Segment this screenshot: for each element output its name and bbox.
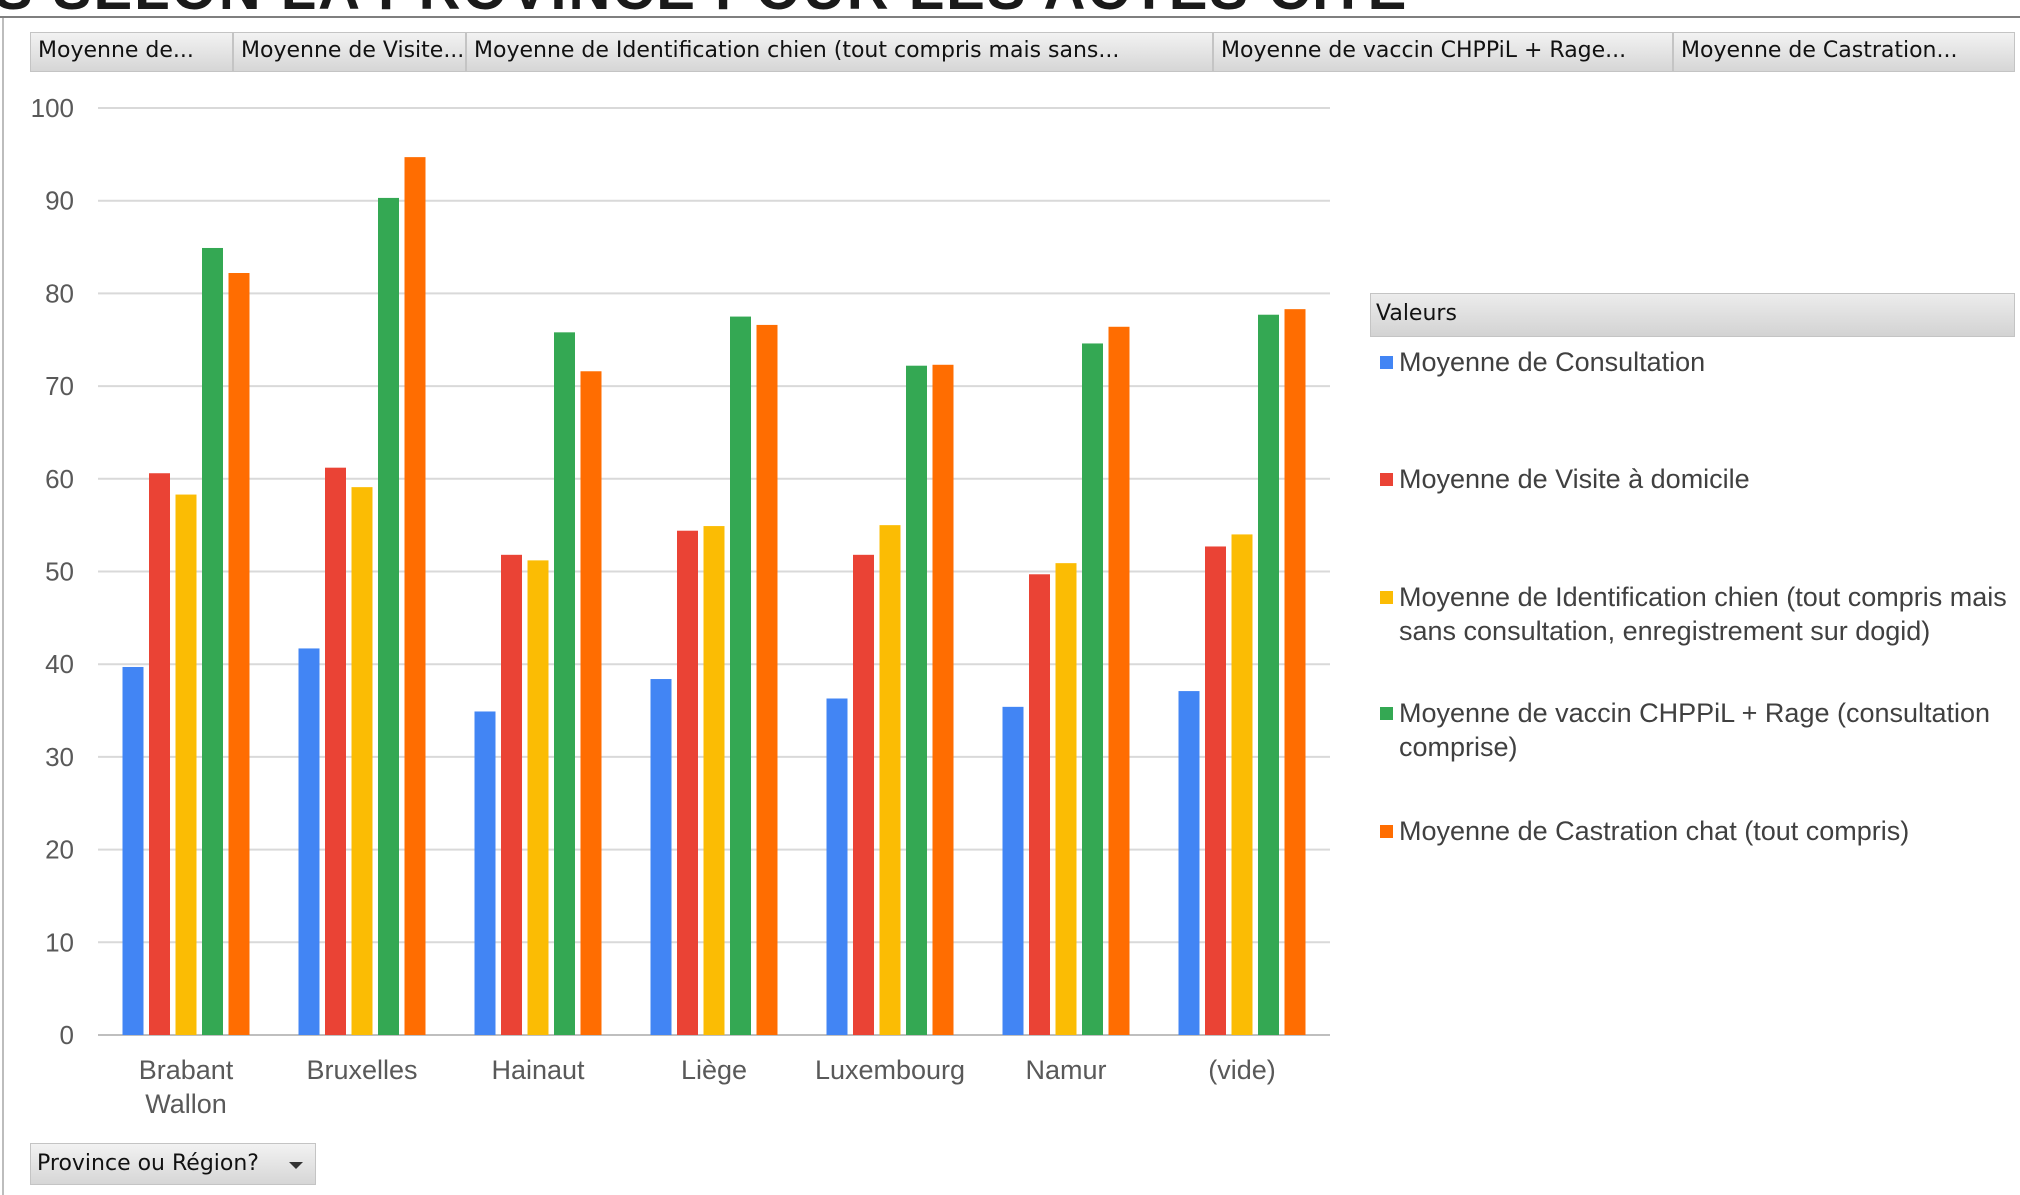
y-tick-label: 80 bbox=[45, 278, 74, 308]
legend-label-vaccin: Moyenne de vaccin CHPPiL + Rage (consult… bbox=[1399, 698, 1991, 762]
y-tick-label: 50 bbox=[45, 557, 74, 587]
page-title: S SELON LA PROVINCE POUR LES ACTES CITÉ bbox=[0, 0, 1408, 18]
left-border bbox=[2, 18, 4, 1195]
x-tick-label: Luxembourg bbox=[815, 1055, 965, 1085]
y-tick-label: 90 bbox=[45, 186, 74, 216]
title-strip: S SELON LA PROVINCE POUR LES ACTES CITÉ bbox=[0, 0, 2020, 18]
bar bbox=[554, 332, 575, 1036]
bar bbox=[202, 247, 223, 1036]
field-button-consultation[interactable]: Moyenne de... bbox=[30, 32, 233, 72]
bar bbox=[756, 324, 778, 1036]
bar bbox=[730, 316, 751, 1035]
x-tick-label: Namur bbox=[1025, 1055, 1106, 1085]
field-button-castration[interactable]: Moyenne de Castration... bbox=[1673, 32, 2015, 72]
y-tick-label: 30 bbox=[45, 742, 74, 772]
bar bbox=[826, 698, 848, 1035]
x-tick-label: Liège bbox=[681, 1055, 747, 1085]
x-tick-label: Bruxelles bbox=[306, 1055, 417, 1085]
province-filter-dropdown[interactable]: Province ou Région? bbox=[30, 1143, 316, 1185]
bar bbox=[1284, 309, 1306, 1035]
bar bbox=[527, 560, 549, 1035]
legend-label-identification: Moyenne de Identification chien (tout co… bbox=[1399, 582, 2007, 646]
bar bbox=[1205, 546, 1226, 1035]
bar bbox=[853, 554, 874, 1035]
bar-chart: 0 10 20 30 40 50 60 70 80 90 100 Brabant Wallon Bruxe… bbox=[31, 93, 1330, 1119]
legend-title: Valeurs bbox=[1370, 293, 2015, 337]
legend-label-visite: Moyenne de Visite à domicile bbox=[1399, 464, 1750, 494]
y-tick-label: 20 bbox=[45, 835, 74, 865]
bar bbox=[1002, 706, 1024, 1035]
legend-item-visite: Moyenne de Visite à domicile bbox=[1380, 462, 2019, 496]
bar bbox=[879, 525, 901, 1035]
x-tick-label: (vide) bbox=[1208, 1055, 1276, 1085]
bar bbox=[650, 679, 672, 1035]
bar bbox=[1055, 563, 1077, 1035]
bar bbox=[906, 365, 927, 1035]
bar bbox=[703, 526, 725, 1035]
bar bbox=[175, 494, 197, 1036]
bar bbox=[1258, 314, 1279, 1035]
legend-label-consultation: Moyenne de Consultation bbox=[1399, 347, 1706, 377]
field-button-identification[interactable]: Moyenne de Identification chien (tout co… bbox=[466, 32, 1213, 72]
bar bbox=[932, 364, 954, 1035]
legend-item-identification: Moyenne de Identification chien (tout co… bbox=[1380, 580, 2019, 648]
bar bbox=[149, 473, 170, 1035]
bar bbox=[1231, 534, 1253, 1035]
legend-swatch-consultation bbox=[1380, 356, 1393, 369]
bar bbox=[1029, 574, 1050, 1035]
bar bbox=[677, 530, 698, 1035]
bar bbox=[1178, 691, 1200, 1035]
x-tick-label: Hainaut bbox=[491, 1055, 585, 1085]
bar bbox=[580, 371, 602, 1035]
legend-swatch-vaccin bbox=[1380, 707, 1393, 720]
title-divider bbox=[0, 16, 2020, 18]
legend-swatch-identification bbox=[1380, 591, 1393, 604]
bar bbox=[298, 648, 320, 1035]
legend-swatch-visite bbox=[1380, 473, 1393, 486]
bar bbox=[404, 157, 426, 1036]
dropdown-arrow-icon[interactable] bbox=[289, 1162, 303, 1169]
legend-item-castration: Moyenne de Castration chat (tout compris… bbox=[1380, 814, 2019, 848]
y-tick-label: 40 bbox=[45, 649, 74, 679]
bar bbox=[474, 711, 496, 1035]
y-tick-label: 10 bbox=[45, 927, 74, 957]
bar bbox=[501, 554, 522, 1035]
y-tick-label: 60 bbox=[45, 464, 74, 494]
legend-swatch-castration bbox=[1380, 825, 1393, 838]
bar bbox=[351, 487, 373, 1035]
y-tick-label: 100 bbox=[31, 93, 74, 123]
x-tick-label: Brabant Wallon bbox=[139, 1055, 234, 1119]
bar bbox=[1108, 326, 1130, 1036]
legend-label-castration: Moyenne de Castration chat (tout compris… bbox=[1399, 816, 1910, 846]
field-button-visite[interactable]: Moyenne de Visite... bbox=[233, 32, 466, 72]
bar bbox=[1082, 343, 1103, 1035]
field-button-vaccin[interactable]: Moyenne de vaccin CHPPiL + Rage... bbox=[1213, 32, 1673, 72]
y-tick-label: 0 bbox=[60, 1020, 74, 1050]
legend-item-consultation: Moyenne de Consultation bbox=[1380, 345, 2019, 379]
legend-item-vaccin: Moyenne de vaccin CHPPiL + Rage (consult… bbox=[1380, 696, 2019, 764]
bar bbox=[228, 273, 250, 1036]
y-tick-label: 70 bbox=[45, 371, 74, 401]
bar bbox=[122, 666, 144, 1035]
bar bbox=[325, 467, 346, 1035]
province-filter-label: Province ou Région? bbox=[37, 1151, 259, 1176]
bar bbox=[378, 197, 399, 1035]
